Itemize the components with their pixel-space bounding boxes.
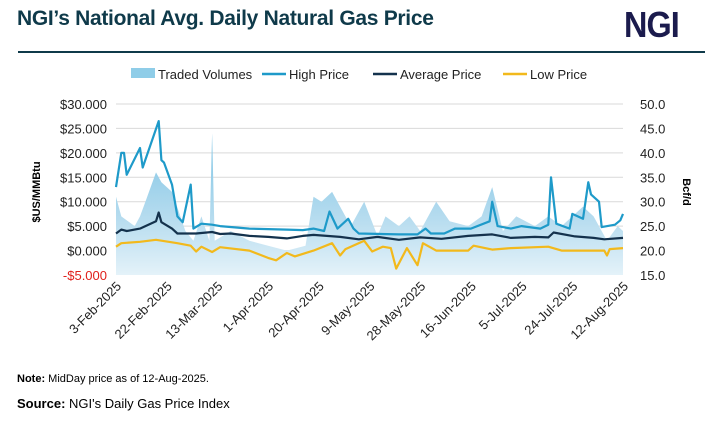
high-price-line xyxy=(114,119,625,236)
y-tick-label: $15.000 xyxy=(60,170,107,185)
legend-label: Average Price xyxy=(400,67,481,82)
y-tick-label: -$5.000 xyxy=(63,268,107,283)
source-line: Source: NGI's Daily Gas Price Index xyxy=(17,396,230,411)
volume-area-layer xyxy=(116,133,623,275)
footnote: Note: MidDay price as of 12-Aug-2025. xyxy=(17,373,209,385)
average-price-line xyxy=(115,211,624,241)
source-label: Source: xyxy=(17,396,66,411)
low-price-line xyxy=(115,238,624,270)
y2-tick-label: 50.0 xyxy=(640,97,665,112)
price-lines-layer xyxy=(114,119,625,270)
y-tick-label: $25.000 xyxy=(60,121,107,136)
traded-volumes-area xyxy=(116,133,623,275)
legend-label: Low Price xyxy=(530,67,587,82)
y-tick-label: $5.000 xyxy=(67,219,107,234)
y2-tick-label: 40.0 xyxy=(640,146,665,161)
y2-axis-title: Bcf/d xyxy=(680,178,692,206)
y2-tick-label: 30.0 xyxy=(640,195,665,210)
y2-tick-label: 35.0 xyxy=(640,170,665,185)
y-axis-title: $US/MMBtu xyxy=(31,161,43,222)
y-tick-label: $0.000 xyxy=(67,244,107,259)
legend-label: High Price xyxy=(289,67,349,82)
legend: Traded Volumes High Price Average Price Low… xyxy=(131,67,587,82)
y-tick-label: $30.000 xyxy=(60,97,107,112)
header-divider xyxy=(18,51,705,53)
y2-tick-label: 20.0 xyxy=(640,244,665,259)
y2-tick-label: 45.0 xyxy=(640,121,665,136)
x-tick-label: 5-Jul-2025 xyxy=(476,279,530,333)
price-chart: Traded Volumes High Price Average Price Low… xyxy=(31,67,692,343)
y2-tick-label: 25.0 xyxy=(640,219,665,234)
source-text: NGI's Daily Gas Price Index xyxy=(65,396,230,411)
ngi-logo: NGI xyxy=(624,4,680,45)
note-text: MidDay price as of 12-Aug-2025. xyxy=(45,373,209,385)
y-tick-label: $10.000 xyxy=(60,195,107,210)
note-label: Note: xyxy=(17,373,46,385)
y2-tick-label: 15.0 xyxy=(640,268,665,283)
page-title: NGI’s National Avg. Daily Natural Gas Pr… xyxy=(17,7,434,30)
y-tick-label: $20.000 xyxy=(60,146,107,161)
legend-swatch-traded-volumes xyxy=(131,68,155,78)
legend-label: Traded Volumes xyxy=(158,67,253,82)
